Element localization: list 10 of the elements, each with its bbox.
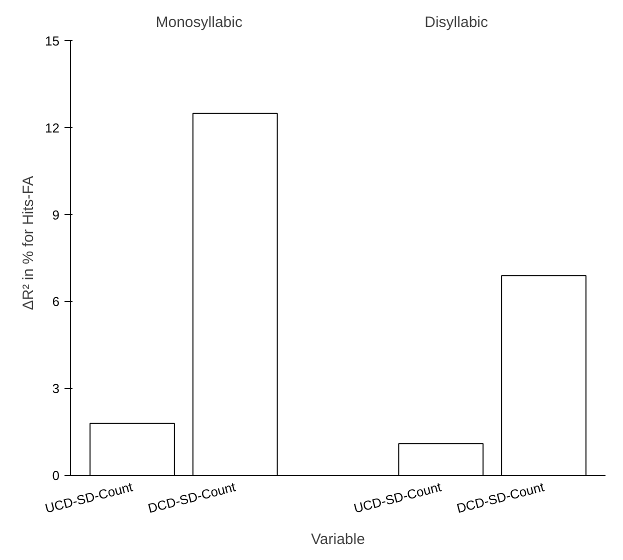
y-tick-label: 3	[52, 381, 60, 396]
y-tick-label: 6	[52, 294, 60, 310]
y-tick-label: 9	[52, 207, 60, 222]
y-axis-title: ΔR² in % for Hits-FA	[20, 176, 38, 310]
text: Monosyllabic	[156, 14, 243, 31]
x-axis-title: Variable	[311, 531, 365, 548]
y-tick-label: 15	[45, 33, 60, 48]
y-tick-label: 12	[45, 120, 60, 136]
text: Disyllabic	[424, 14, 488, 31]
y-tick-label: 0	[52, 468, 60, 483]
